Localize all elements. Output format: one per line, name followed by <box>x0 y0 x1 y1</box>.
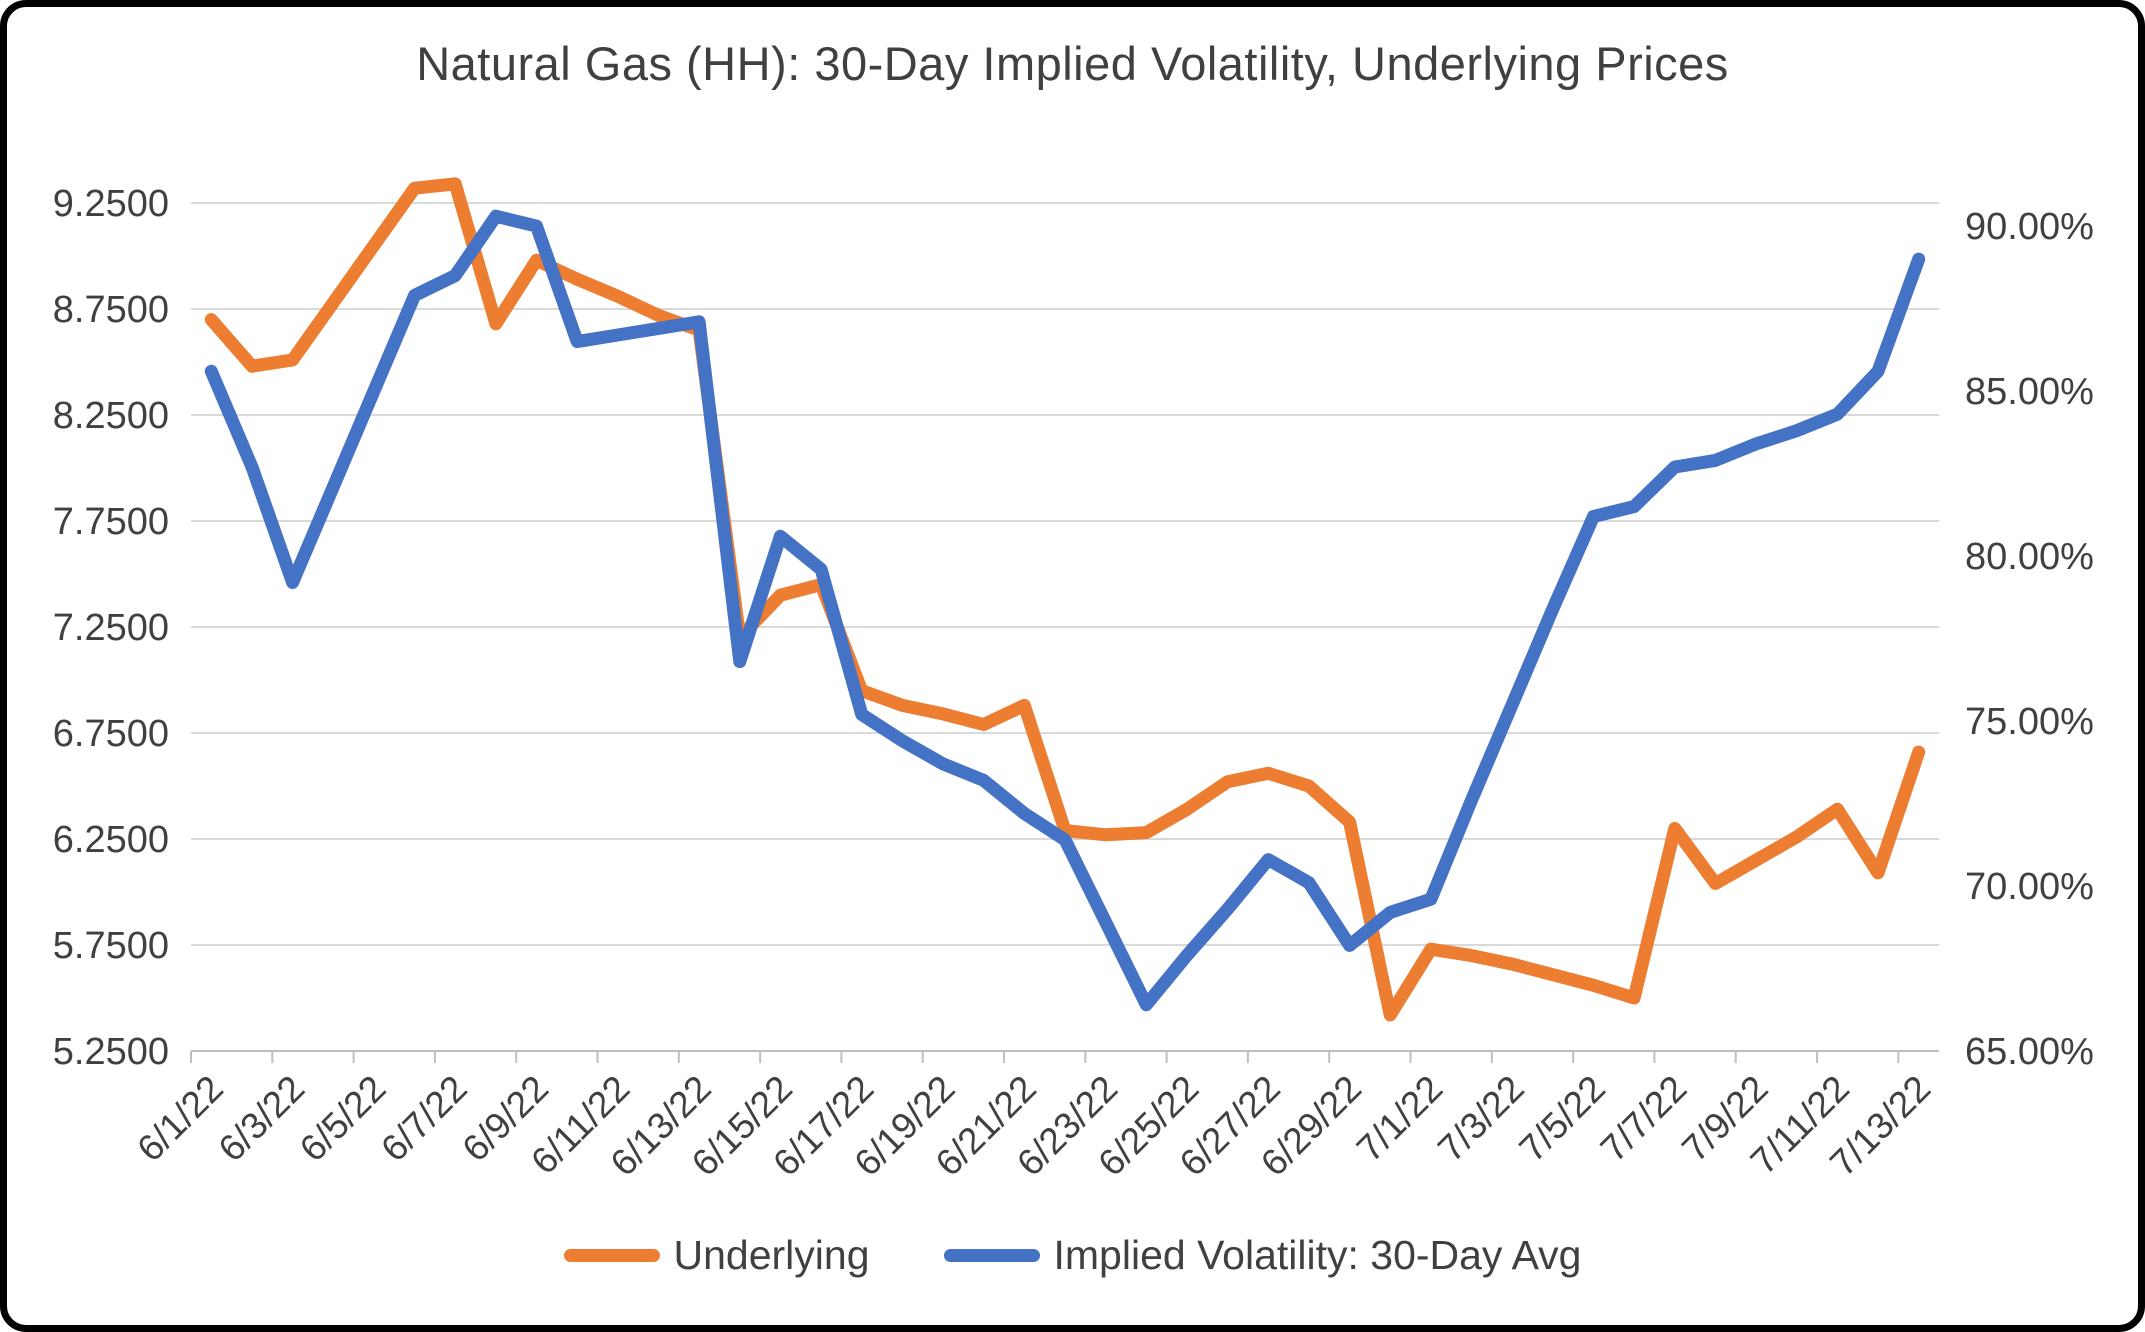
implied-volatility-line-swatch <box>943 1249 1040 1262</box>
x-axis-label: 7/7/22 <box>1593 1068 1695 1170</box>
x-axis-label: 7/3/22 <box>1430 1068 1532 1170</box>
y-axis-left-label: 6.2500 <box>53 819 169 861</box>
x-axis-labels: 6/1/226/3/226/5/226/7/226/9/226/11/226/1… <box>129 1068 1938 1184</box>
y-axis-left-labels: 9.2500 8.7500 8.2500 7.7500 7.2500 6.7500 6.25… <box>53 183 169 1073</box>
y-axis-left-label: 7.2500 <box>53 607 169 649</box>
x-axis-label: 7/5/22 <box>1511 1068 1613 1170</box>
y-axis-right-labels: 90.00% 85.00% 80.00% 75.00% 70.00% 65.00% <box>1965 206 2094 1073</box>
legend-item-implied-volatility: Implied Volatility: 30-Day Avg <box>943 1232 1582 1279</box>
y-axis-right-label: 70.00% <box>1965 866 2094 908</box>
y-axis-left-label: 8.2500 <box>53 395 169 437</box>
y-axis-right-label: 90.00% <box>1965 206 2094 248</box>
x-axis-label: 6/3/22 <box>211 1068 313 1170</box>
chart-title: Natural Gas (HH): 30-Day Implied Volatil… <box>416 37 1729 90</box>
legend-label-underlying: Underlying <box>673 1232 870 1278</box>
y-axis-right-label: 80.00% <box>1965 536 2094 578</box>
x-axis-label: 7/1/22 <box>1349 1068 1451 1170</box>
x-axis-label: 6/5/22 <box>292 1068 394 1170</box>
implied-volatility-line <box>204 209 1926 1012</box>
legend-label-implied-volatility: Implied Volatility: 30-Day Avg <box>1053 1232 1582 1278</box>
gridlines <box>191 202 1939 1052</box>
y-axis-left-label: 7.7500 <box>53 501 169 543</box>
series-lines <box>204 177 1926 1022</box>
x-axis <box>190 1051 1900 1063</box>
y-axis-left-label: 9.2500 <box>53 183 169 225</box>
x-axis-label: 6/7/22 <box>373 1068 475 1170</box>
y-axis-left-label: 6.7500 <box>53 713 169 755</box>
x-axis-label: 6/1/22 <box>129 1068 231 1170</box>
y-axis-right-label: 75.00% <box>1965 701 2094 743</box>
legend: Underlying Implied Volatility: 30-Day Av… <box>0 1232 2145 1279</box>
y-axis-left-label: 5.7500 <box>53 925 169 967</box>
y-axis-left-label: 8.7500 <box>53 289 169 331</box>
legend-item-underlying: Underlying <box>563 1232 870 1279</box>
y-axis-left-label: 5.2500 <box>53 1031 169 1073</box>
y-axis-right-label: 65.00% <box>1965 1031 2094 1073</box>
y-axis-right-label: 85.00% <box>1965 371 2094 413</box>
underlying-line <box>204 177 1926 1022</box>
underlying-line-swatch <box>563 1249 660 1262</box>
